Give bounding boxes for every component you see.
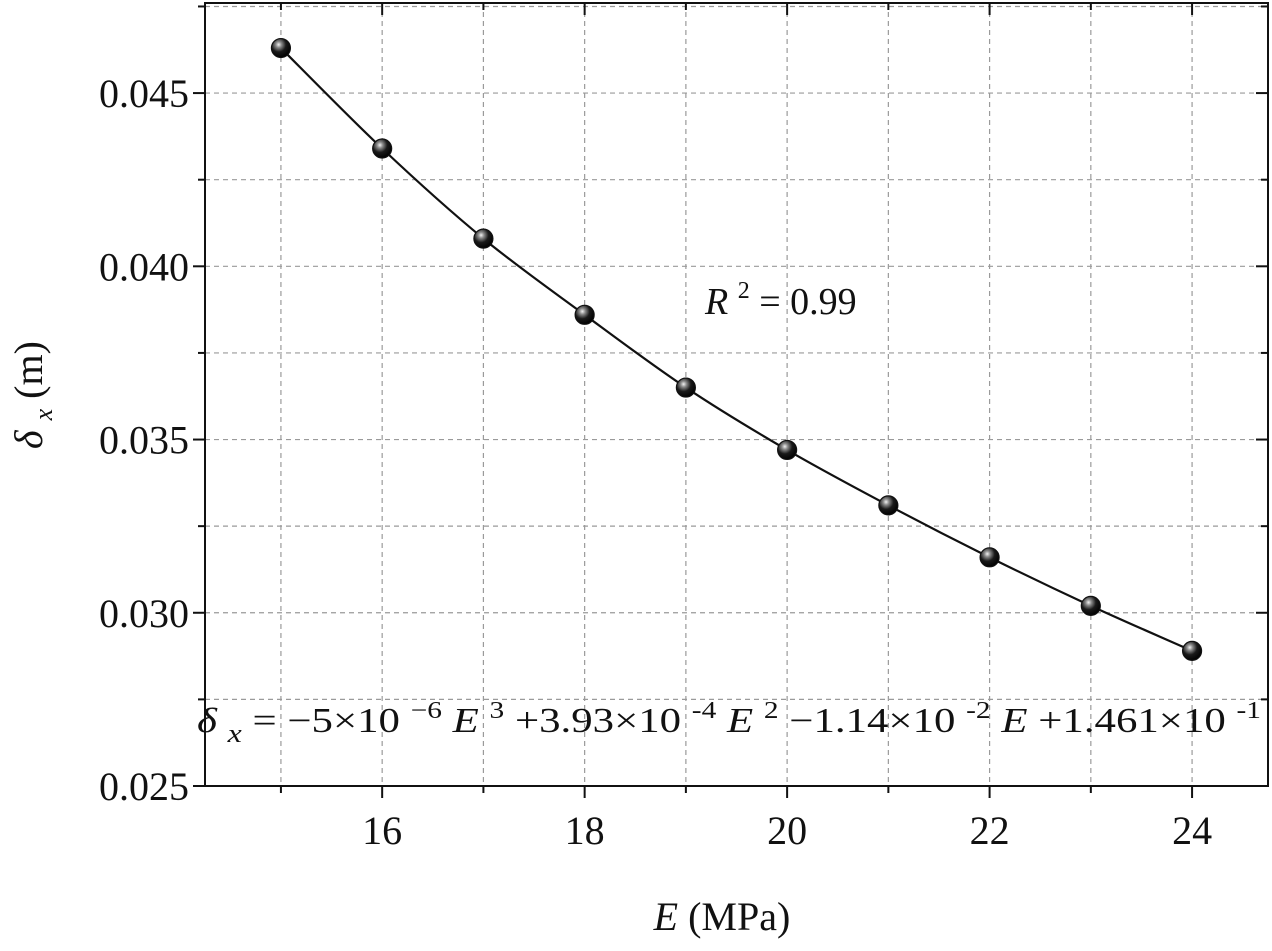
- x-tick-label: 22: [970, 808, 1010, 853]
- fit-curve: [280, 47, 1193, 652]
- x-axis-symbol: E: [653, 894, 678, 939]
- eq-term3-exp: -2: [966, 698, 990, 724]
- data-point-marker: [473, 228, 494, 249]
- plot-frame: [204, 2, 1269, 787]
- eq-term1-coef: = −5×10: [252, 701, 399, 740]
- x-axis-unit: (MPa): [688, 894, 790, 939]
- data-point: [878, 495, 899, 516]
- eq-term1-exp: −6: [411, 698, 442, 724]
- y-tick-label: 0.040: [99, 244, 189, 289]
- data-point: [270, 37, 292, 59]
- data-point-marker: [270, 37, 292, 59]
- eq-term4-exp: -1: [1237, 698, 1261, 724]
- eq-lhs-subscript: x: [226, 719, 242, 748]
- eq-term2-exp: -4: [692, 698, 716, 724]
- x-tick-label: 24: [1172, 808, 1212, 853]
- y-tick-label: 0.035: [99, 418, 189, 463]
- y-axis-symbol: δ: [6, 429, 51, 449]
- axis-ticks: [193, 3, 1268, 798]
- data-point-marker: [1181, 640, 1203, 661]
- data-points: [270, 37, 1203, 661]
- eq-term2-var: E: [726, 701, 753, 740]
- eq-term1-pow: 3: [490, 698, 505, 724]
- data-point-marker: [1080, 595, 1101, 616]
- y-axis-subscript: x: [29, 408, 58, 421]
- data-point: [979, 547, 1000, 568]
- data-point: [372, 138, 393, 159]
- r-squared-symbol: R: [704, 281, 728, 323]
- eq-lhs-symbol: δ: [197, 701, 218, 740]
- data-point: [1181, 640, 1203, 661]
- eq-term3-coef: −1.14×10: [789, 701, 955, 740]
- data-point-marker: [574, 304, 595, 325]
- x-tick-label: 18: [565, 808, 605, 853]
- r-squared-annotation: R 2 = 0.99: [704, 265, 857, 323]
- data-point: [675, 377, 696, 398]
- data-point: [574, 304, 595, 325]
- data-point-marker: [979, 547, 1000, 568]
- data-point-marker: [878, 495, 899, 516]
- data-point: [777, 439, 798, 461]
- eq-term2-pow: 2: [764, 698, 779, 724]
- data-point-marker: [675, 377, 696, 398]
- grid: [205, 3, 1268, 786]
- eq-term4-coef: +1.461×10: [1038, 701, 1226, 740]
- x-tick-labels: 16 18 20 22 24: [362, 808, 1212, 853]
- r-squared-value: = 0.99: [759, 281, 856, 323]
- y-axis-title: δ x (m): [6, 341, 61, 449]
- data-point: [473, 228, 494, 249]
- y-tick-label: 0.030: [99, 591, 189, 636]
- data-point: [1080, 595, 1101, 616]
- x-tick-label: 16: [362, 808, 402, 853]
- fit-equation: δ x = −5×10 −6 E 3 +3.93×10 -4 E 2 −1.14…: [197, 687, 1261, 750]
- y-tick-label: 0.045: [99, 71, 189, 116]
- x-axis-title: E (MPa): [653, 894, 791, 939]
- eq-term1-var: E: [451, 701, 478, 740]
- data-point-marker: [372, 138, 393, 159]
- y-tick-labels: 0.025 0.030 0.035 0.040 0.045: [99, 71, 189, 809]
- r-squared-power: 2: [738, 278, 750, 304]
- y-axis-unit: (m): [6, 341, 51, 399]
- x-tick-label: 20: [767, 808, 807, 853]
- eq-term3-var: E: [1000, 701, 1027, 740]
- y-tick-label: 0.025: [99, 764, 189, 809]
- eq-term2-coef: +3.93×10: [515, 701, 681, 740]
- data-point-marker: [777, 439, 798, 461]
